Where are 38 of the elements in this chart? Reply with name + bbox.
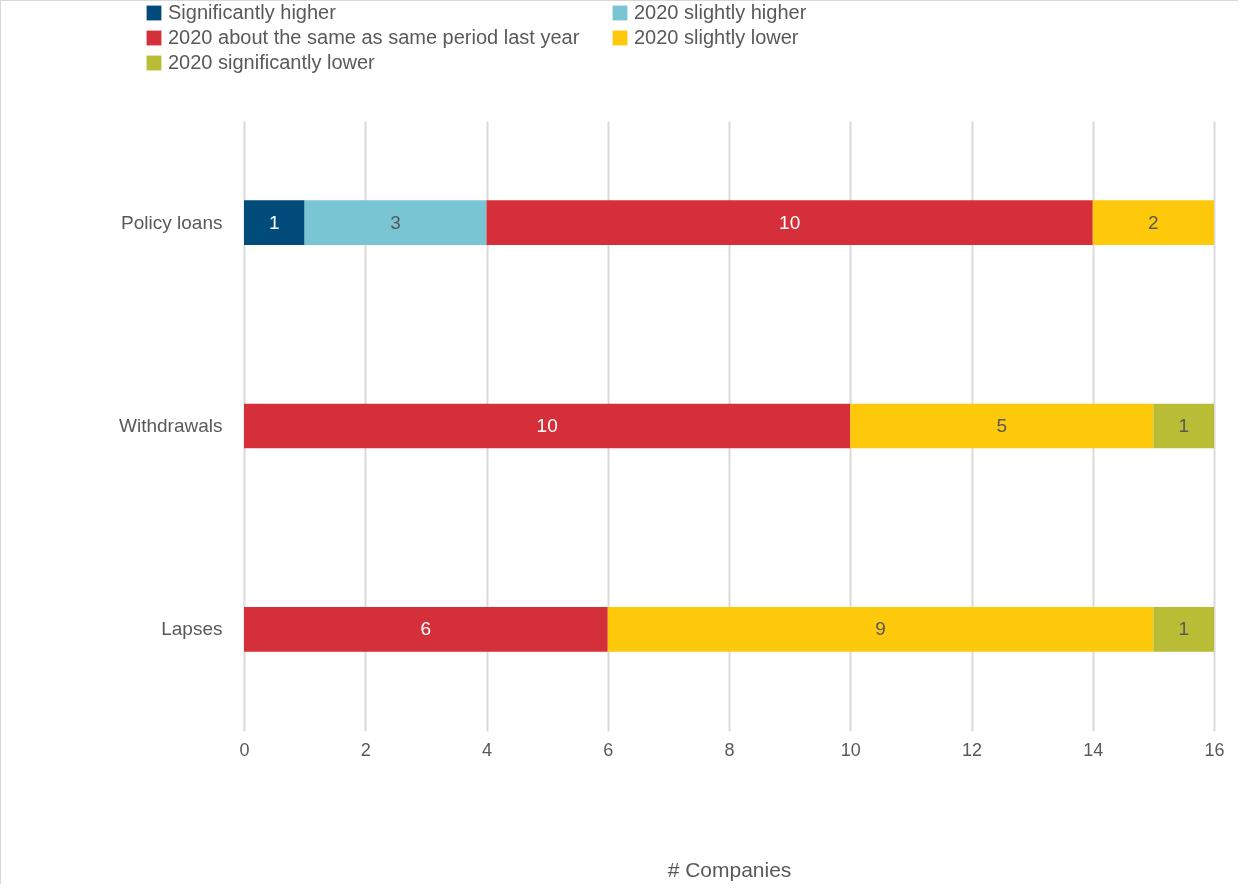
data-label: 5 (996, 415, 1008, 436)
data-label: 2 (1148, 211, 1159, 233)
y-tick-label: Withdrawals (119, 415, 223, 436)
data-label: 9 (875, 618, 886, 640)
data-label: 10 (779, 211, 801, 233)
bar (1092, 200, 1214, 246)
legend-label: 2020 slightly lower (634, 26, 799, 48)
bar (607, 606, 1154, 652)
data-label: 6 (420, 618, 432, 640)
x-tick-label: 12 (961, 739, 983, 760)
x-tick-label: 6 (603, 739, 614, 760)
legend-label: Significantly higher (168, 1, 337, 23)
bar (1153, 606, 1214, 652)
x-axis-title: # Companies (667, 857, 792, 881)
legend-label: 2020 significantly lower (168, 51, 376, 73)
x-tick-label: 10 (840, 739, 861, 760)
y-tick-label: Lapses (161, 618, 223, 640)
data-label: 1 (1178, 415, 1189, 436)
x-tick-label: 14 (1083, 739, 1104, 760)
bar (244, 200, 305, 246)
x-tick-label: 2 (360, 739, 371, 760)
bar (850, 403, 1154, 449)
bar (244, 606, 608, 652)
bar (486, 200, 1093, 246)
bar (1153, 403, 1214, 449)
legend-label: 2020 about the same as same period last year (168, 26, 580, 48)
data-label: 10 (536, 415, 558, 436)
x-tick-label: 8 (724, 739, 735, 760)
x-tick-label: 4 (481, 739, 493, 760)
data-label: 3 (390, 211, 401, 233)
x-tick-label: 0 (239, 739, 250, 760)
bar (244, 403, 851, 449)
data-label: 1 (1178, 618, 1189, 640)
legend-label: 2020 slightly higher (634, 1, 807, 23)
bar (304, 200, 487, 246)
data-label: 1 (269, 211, 280, 233)
y-tick-label: Policy loans (121, 211, 223, 233)
x-tick-label: 16 (1204, 739, 1225, 760)
